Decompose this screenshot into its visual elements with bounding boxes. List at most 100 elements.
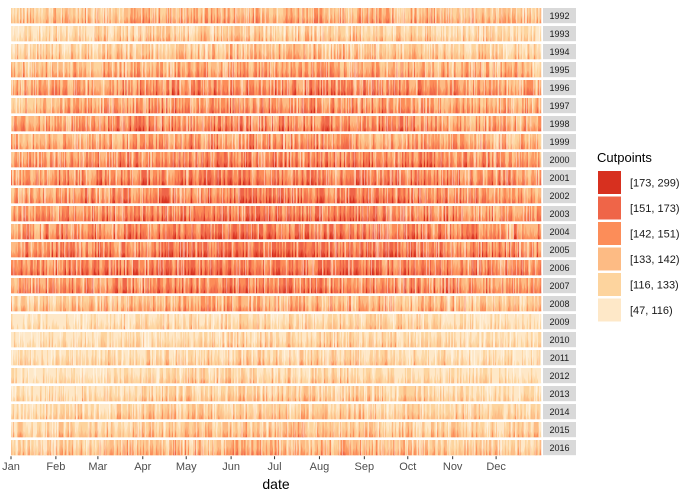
year-panel-2006 xyxy=(11,260,542,276)
year-panel-1996 xyxy=(11,80,542,96)
x-tick-label: Oct xyxy=(399,461,416,473)
year-label: 1993 xyxy=(549,29,569,39)
year-strip-2005: 2005 xyxy=(543,242,576,258)
year-label: 1999 xyxy=(549,137,569,147)
year-label: 1992 xyxy=(549,11,569,21)
year-label: 2016 xyxy=(549,443,569,453)
year-panels xyxy=(10,8,542,456)
year-panel-1999 xyxy=(11,134,542,150)
legend-label: [173, 299) xyxy=(630,178,680,190)
year-strip-2000: 2000 xyxy=(543,152,576,168)
year-strip-2013: 2013 xyxy=(543,386,576,402)
legend-item[interactable]: [151, 173) xyxy=(598,196,680,220)
year-strip-2011: 2011 xyxy=(543,350,576,366)
year-strip-2012: 2012 xyxy=(543,368,576,384)
year-strips: 1992 1993 1994 1995 1996 1997 1998 1999 2000 2001… xyxy=(543,8,576,456)
year-panel-2002 xyxy=(11,188,542,204)
year-strip-2002: 2002 xyxy=(543,188,576,204)
year-strip-2008: 2008 xyxy=(543,296,576,312)
year-panel-2013 xyxy=(10,386,542,402)
year-panel-2000 xyxy=(10,152,542,168)
legend-item[interactable]: [133, 142) xyxy=(598,247,680,271)
year-panel-1994 xyxy=(11,44,542,60)
year-label: 2009 xyxy=(549,317,569,327)
year-label: 2007 xyxy=(549,281,569,291)
year-strip-2014: 2014 xyxy=(543,404,576,420)
year-strip-1992: 1992 xyxy=(543,8,576,24)
year-label: 1996 xyxy=(549,83,569,93)
legend-label: [133, 142) xyxy=(630,254,680,266)
year-panel-2007 xyxy=(11,278,542,294)
x-tick-label: Feb xyxy=(46,461,65,473)
year-panel-2008 xyxy=(11,296,542,312)
legend-item[interactable]: [173, 299) xyxy=(598,171,680,194)
year-label: 2015 xyxy=(549,425,569,435)
year-strip-1993: 1993 xyxy=(543,26,576,42)
year-label: 1995 xyxy=(549,65,569,75)
legend[interactable]: Cutpoints [173, 299) [151, 173) [142, 151)… xyxy=(597,150,680,322)
legend-item[interactable]: [142, 151) xyxy=(598,222,680,245)
legend-swatch xyxy=(598,273,621,296)
year-strip-1995: 1995 xyxy=(543,62,576,78)
year-label: 2002 xyxy=(549,191,569,201)
x-tick-label: Sep xyxy=(355,461,375,473)
x-tick-label: Dec xyxy=(486,461,506,473)
year-label: 2013 xyxy=(549,389,569,399)
x-tick-feb: Feb xyxy=(46,456,65,473)
legend-swatch xyxy=(598,196,621,220)
year-label: 2004 xyxy=(549,227,569,237)
year-panel-2012 xyxy=(10,368,542,384)
year-strip-1997: 1997 xyxy=(543,98,576,114)
legend-label: [142, 151) xyxy=(630,229,680,241)
year-label: 2010 xyxy=(549,335,569,345)
legend-item[interactable]: [47, 116) xyxy=(598,298,673,322)
year-label: 2014 xyxy=(549,407,569,417)
x-tick-jun: Jun xyxy=(222,456,240,473)
year-label: 2006 xyxy=(549,263,569,273)
x-tick-jan: Jan xyxy=(2,456,20,473)
year-strip-1999: 1999 xyxy=(543,134,576,150)
x-tick-label: Nov xyxy=(443,461,463,473)
year-panel-1995 xyxy=(11,62,542,78)
year-panel-2001 xyxy=(11,170,542,186)
x-tick-jul: Jul xyxy=(268,456,282,473)
year-label: 2012 xyxy=(549,371,569,381)
year-label: 2008 xyxy=(549,299,569,309)
year-strip-2009: 2009 xyxy=(543,314,576,330)
year-panel-1992 xyxy=(11,8,542,24)
year-label: 1998 xyxy=(549,119,569,129)
year-strip-2003: 2003 xyxy=(543,206,576,222)
year-strip-2001: 2001 xyxy=(543,170,576,186)
year-strip-1994: 1994 xyxy=(543,44,576,60)
x-tick-label: Mar xyxy=(88,461,107,473)
year-strip-2004: 2004 xyxy=(543,224,576,240)
x-tick-label: Apr xyxy=(134,461,151,473)
year-panel-1993 xyxy=(11,26,542,42)
year-strip-2007: 2007 xyxy=(543,278,576,294)
x-tick-mar: Mar xyxy=(88,456,108,473)
x-tick-dec: Dec xyxy=(486,456,506,473)
year-panel-2003 xyxy=(11,206,542,222)
x-axis-title: date xyxy=(262,476,289,492)
year-label: 2005 xyxy=(549,245,569,255)
legend-swatch xyxy=(598,222,621,245)
year-label: 2000 xyxy=(549,155,569,165)
year-strip-2006: 2006 xyxy=(543,260,576,276)
x-axis: Jan Feb Mar Apr May Jun Jul Aug Sep Oct Nov Dec xyxy=(2,456,506,473)
legend-label: [151, 173) xyxy=(630,203,680,215)
legend-label: [116, 133) xyxy=(630,280,679,292)
x-tick-label: Aug xyxy=(310,461,330,473)
year-panel-2009 xyxy=(11,314,542,330)
x-tick-sep: Sep xyxy=(355,456,375,473)
year-panel-2004 xyxy=(11,224,542,240)
year-strip-2016: 2016 xyxy=(543,440,576,456)
legend-swatch xyxy=(598,171,621,194)
year-panel-1997 xyxy=(10,98,542,114)
year-panel-2010 xyxy=(11,332,542,348)
year-label: 2011 xyxy=(550,353,569,363)
legend-swatch xyxy=(598,247,621,271)
legend-swatch xyxy=(598,298,621,322)
legend-item[interactable]: [116, 133) xyxy=(598,273,679,296)
year-label: 1997 xyxy=(549,101,569,111)
